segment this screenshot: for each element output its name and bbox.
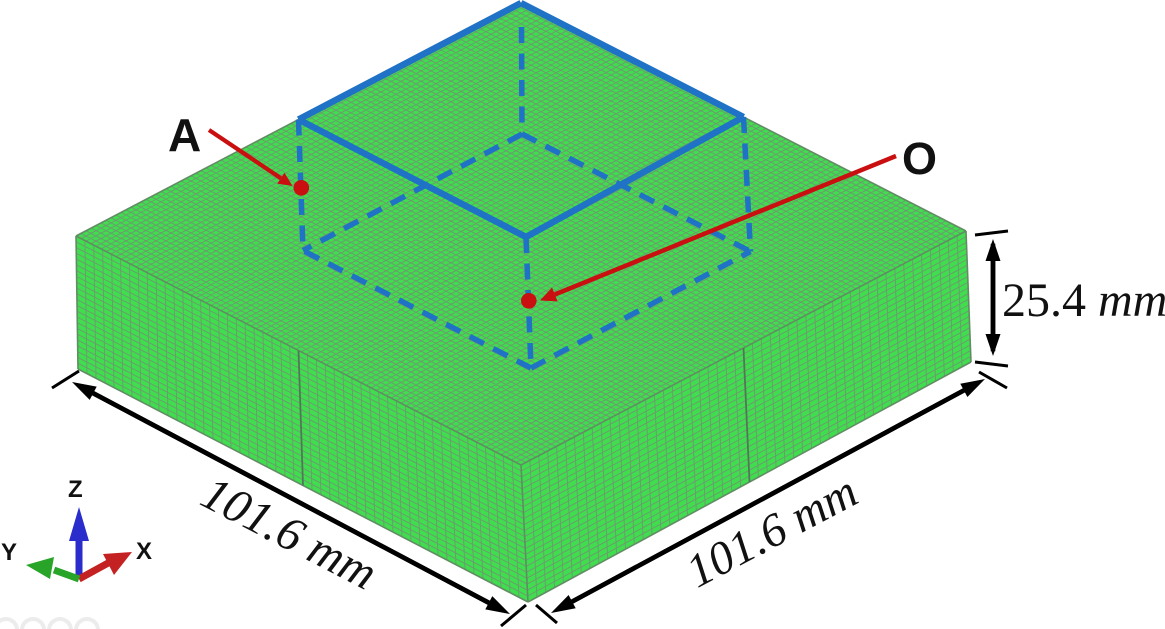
svg-text:X: X [136, 538, 152, 565]
svg-text:25.4 mm: 25.4 mm [1002, 274, 1165, 327]
svg-text:Y: Y [1, 539, 17, 566]
svg-text:Z: Z [68, 476, 83, 503]
svg-text:O: O [902, 133, 937, 184]
svg-text:A: A [168, 109, 201, 161]
